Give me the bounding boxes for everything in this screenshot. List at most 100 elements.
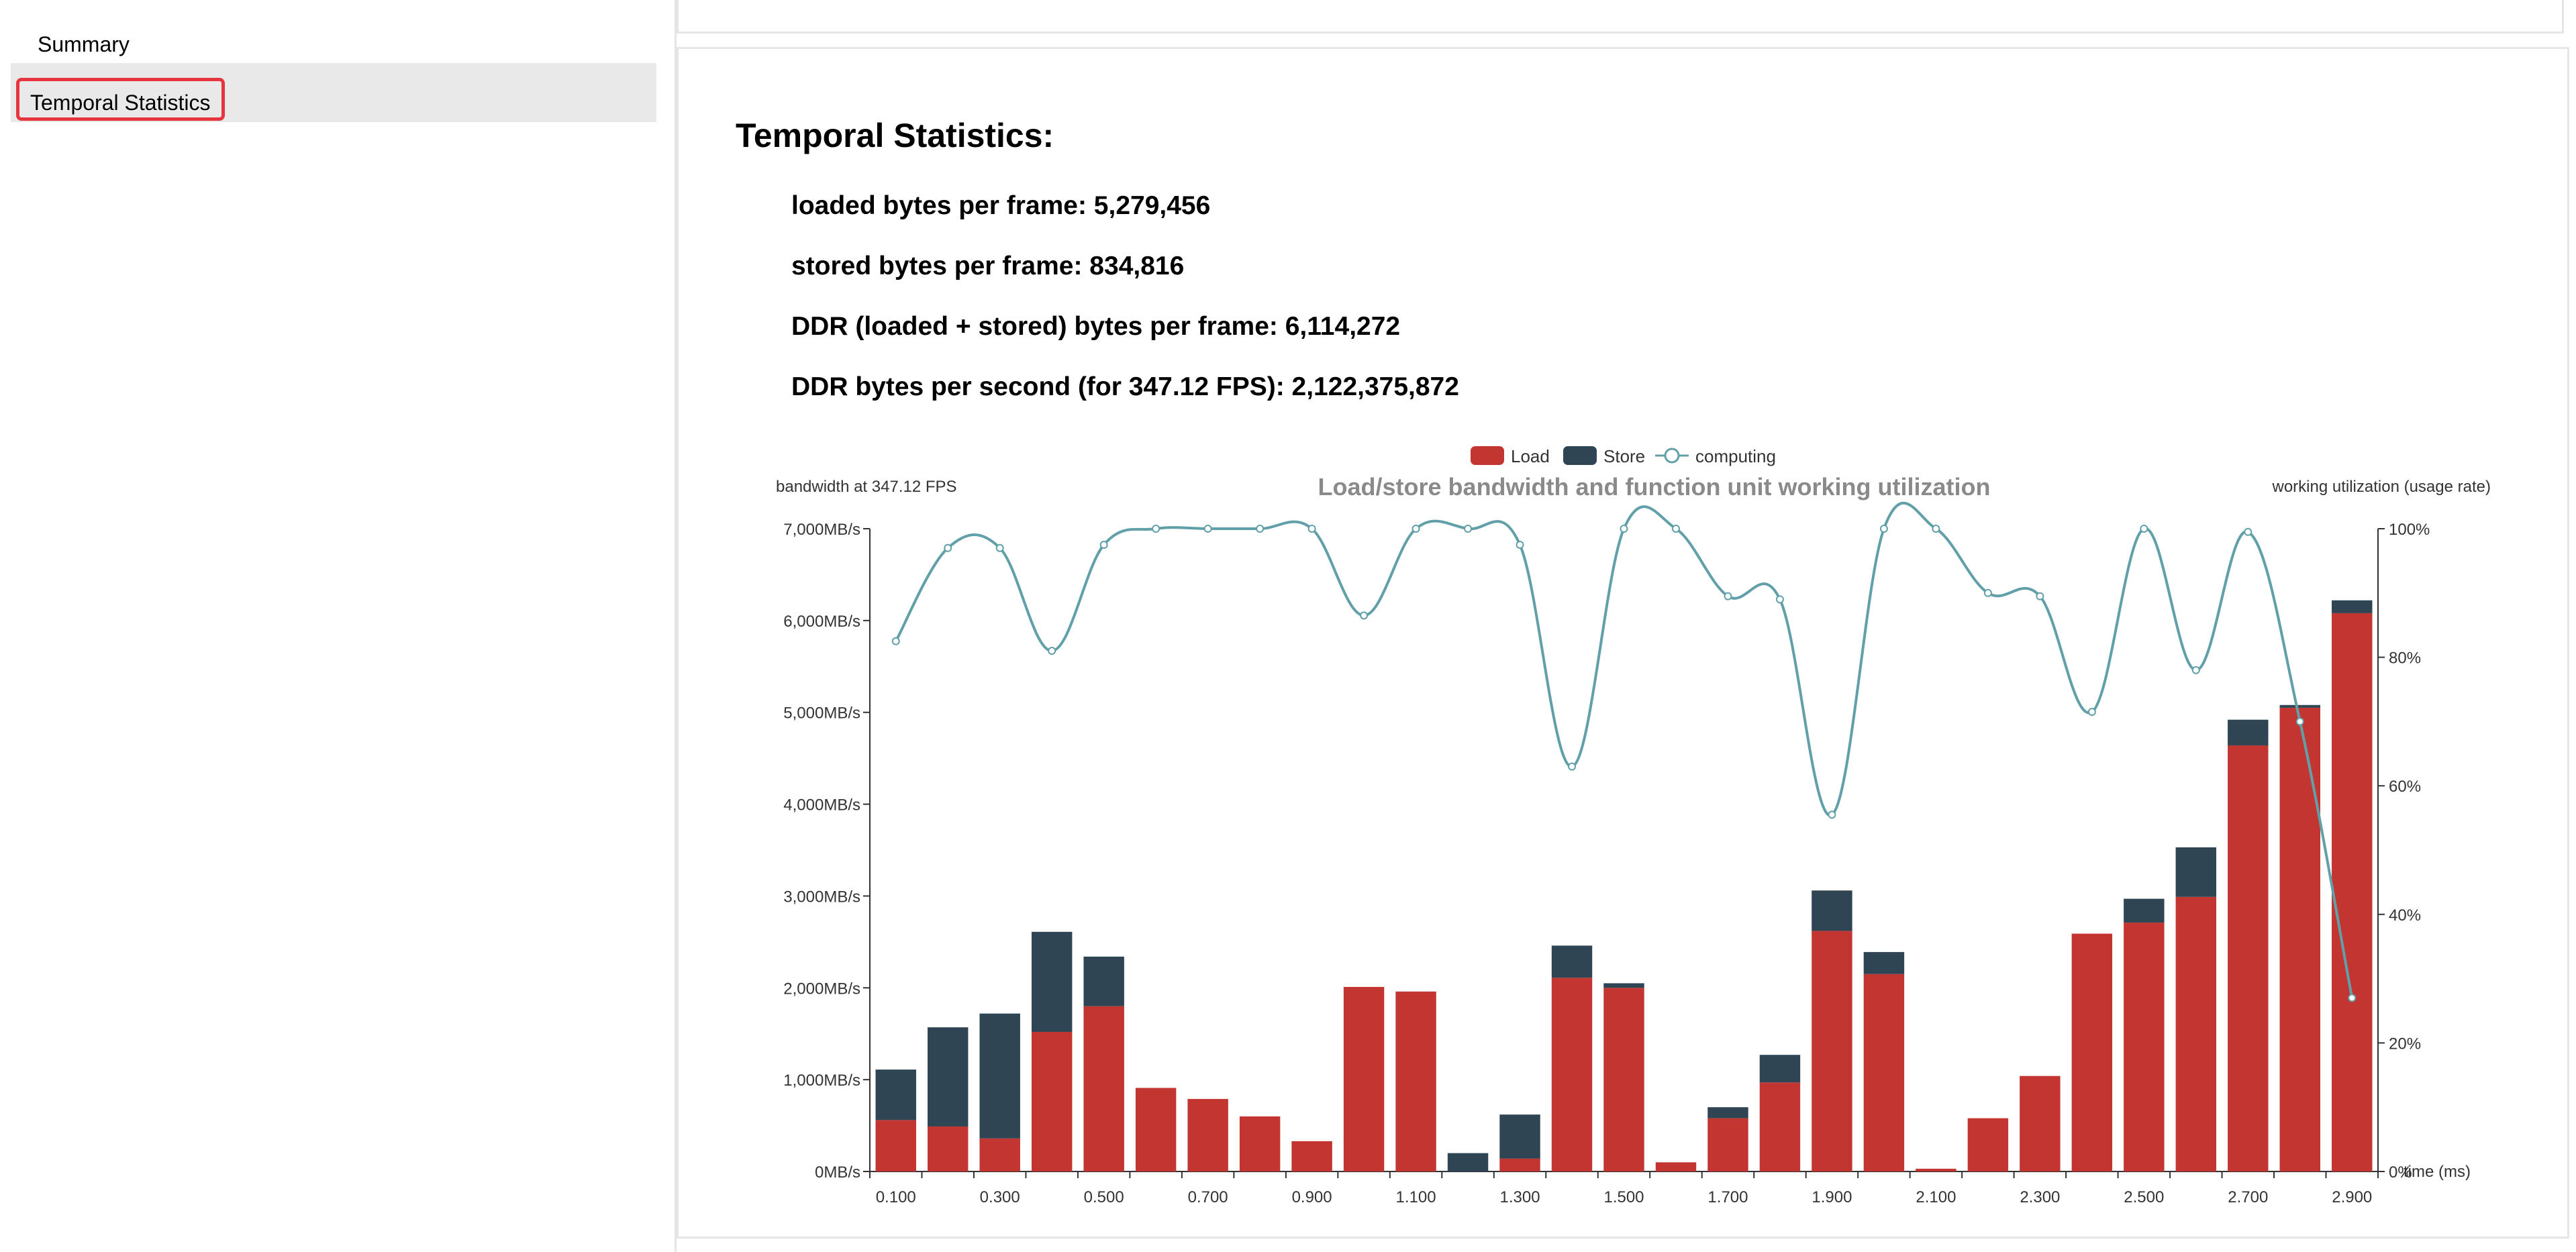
bar-load bbox=[2279, 707, 2320, 1171]
computing-point bbox=[1516, 540, 1524, 549]
computing-point bbox=[2140, 525, 2148, 533]
bandwidth-chart: Load/store bandwidth and function unit w… bbox=[776, 446, 2491, 1206]
legend-label-computing: computing bbox=[1695, 446, 1776, 466]
computing-point bbox=[1620, 525, 1628, 533]
legend-swatch-store bbox=[1563, 446, 1597, 465]
x-tick-label: 0.300 bbox=[980, 1188, 1020, 1206]
bar-store bbox=[1812, 890, 1852, 931]
computing-point bbox=[2348, 994, 2357, 1002]
right-y-tick-label: 100% bbox=[2389, 521, 2430, 539]
previous-section-panel bbox=[677, 0, 2564, 34]
bar-load bbox=[1135, 1088, 1177, 1171]
stat-loaded-bytes: loaded bytes per frame: 5,279,456 bbox=[791, 191, 1211, 220]
computing-point bbox=[1568, 762, 1577, 771]
x-axis-name: time (ms) bbox=[2404, 1163, 2471, 1181]
computing-point bbox=[1879, 525, 1888, 533]
x-tick-label: 1.500 bbox=[1603, 1188, 1644, 1206]
bar-store bbox=[1031, 931, 1073, 1032]
computing-point bbox=[1464, 525, 1473, 533]
bar-load bbox=[2124, 923, 2165, 1171]
legend-swatch-load bbox=[1471, 446, 1504, 465]
x-tick-label: 0.500 bbox=[1084, 1188, 1124, 1206]
computing-point bbox=[1307, 525, 1316, 533]
bar-load bbox=[1863, 974, 1905, 1171]
left-y-tick-label: 2,000MB/s bbox=[783, 980, 860, 998]
bar-load bbox=[1395, 991, 1436, 1171]
bar-load bbox=[1916, 1168, 1956, 1171]
x-tick-label: 1.300 bbox=[1500, 1188, 1540, 1206]
right-y-tick-label: 40% bbox=[2389, 906, 2421, 925]
x-tick-label: 2.300 bbox=[2020, 1188, 2060, 1206]
bar-load bbox=[1239, 1116, 1281, 1171]
section-title: Temporal Statistics: bbox=[736, 117, 1054, 154]
sidebar-item-label: Summary bbox=[38, 32, 130, 56]
stat-stored-bytes: stored bytes per frame: 834,816 bbox=[791, 252, 1185, 280]
bar-store bbox=[1447, 1153, 1489, 1171]
temporal-statistics-panel: Temporal Statistics: loaded bytes per fr… bbox=[677, 47, 2569, 1239]
computing-point bbox=[944, 543, 952, 552]
right-y-tick-label: 80% bbox=[2389, 649, 2421, 668]
bar-store bbox=[979, 1013, 1020, 1139]
left-y-tick-label: 1,000MB/s bbox=[783, 1072, 860, 1090]
computing-point bbox=[1203, 525, 1212, 533]
right-y-tick-label: 0% bbox=[2389, 1163, 2412, 1182]
bar-load bbox=[1812, 931, 1852, 1171]
bar-load bbox=[875, 1120, 916, 1171]
sidebar-item-temporal-statistics[interactable]: Temporal Statistics bbox=[11, 63, 656, 122]
bar-store bbox=[1707, 1107, 1748, 1118]
bar-store bbox=[1499, 1114, 1540, 1159]
bar-store bbox=[2228, 719, 2269, 745]
computing-point bbox=[1932, 525, 1940, 533]
bar-load bbox=[2228, 745, 2269, 1171]
computing-point bbox=[2244, 527, 2252, 536]
bar-store bbox=[2332, 600, 2373, 613]
x-tick-label: 0.900 bbox=[1292, 1188, 1332, 1206]
sidebar: Summary Temporal Statistics bbox=[0, 0, 677, 1252]
right-y-tick-label: 60% bbox=[2389, 778, 2421, 796]
bar-store bbox=[1083, 956, 1124, 1006]
legend-label-store: Store bbox=[1603, 446, 1645, 466]
computing-point bbox=[2191, 666, 2200, 674]
bar-load bbox=[1551, 978, 1593, 1171]
bar-store bbox=[1603, 983, 1644, 988]
x-tick-label: 2.700 bbox=[2228, 1188, 2268, 1206]
main-content: Temporal Statistics: loaded bytes per fr… bbox=[677, 0, 2576, 1252]
x-tick-label: 1.100 bbox=[1396, 1188, 1436, 1206]
x-tick-label: 1.700 bbox=[1707, 1188, 1748, 1206]
computing-point bbox=[995, 543, 1004, 552]
computing-point bbox=[1983, 588, 1992, 597]
x-tick-label: 0.700 bbox=[1188, 1188, 1228, 1206]
left-y-tick-label: 0MB/s bbox=[815, 1163, 860, 1182]
sidebar-item-summary[interactable]: Summary bbox=[11, 15, 656, 74]
bar-load bbox=[1759, 1082, 1801, 1171]
computing-point bbox=[1152, 525, 1160, 533]
bar-store bbox=[2175, 847, 2217, 897]
computing-point bbox=[1724, 592, 1732, 601]
bar-load bbox=[1343, 986, 1385, 1171]
stat-ddr-bytes-per-second: DDR bytes per second (for 347.12 FPS): 2… bbox=[791, 372, 1459, 401]
computing-point bbox=[1256, 525, 1265, 533]
chart-title: Load/store bandwidth and function unit w… bbox=[1318, 473, 1991, 501]
bar-load bbox=[1603, 988, 1644, 1171]
computing-point bbox=[2295, 717, 2304, 726]
bar-store bbox=[1551, 945, 1593, 978]
bar-load bbox=[2332, 613, 2373, 1171]
x-tick-label: 2.100 bbox=[1916, 1188, 1956, 1206]
x-tick-label: 2.500 bbox=[2124, 1188, 2164, 1206]
computing-line bbox=[894, 501, 2354, 998]
computing-point bbox=[1775, 595, 1784, 604]
computing-point bbox=[1360, 611, 1369, 620]
legend-label-load: Load bbox=[1511, 446, 1550, 466]
computing-point bbox=[1411, 525, 1420, 533]
left-axis-name: bandwidth at 347.12 FPS bbox=[776, 478, 957, 496]
x-tick-label: 0.100 bbox=[876, 1188, 916, 1206]
bar-store bbox=[1759, 1055, 1801, 1083]
legend-marker-computing bbox=[1664, 448, 1680, 464]
bar-load bbox=[1655, 1162, 1697, 1171]
computing-point bbox=[1048, 647, 1056, 656]
x-tick-label: 2.900 bbox=[2332, 1188, 2372, 1206]
bar-load bbox=[928, 1126, 969, 1171]
bar-load bbox=[1187, 1098, 1228, 1171]
right-axis-name: working utilization (usage rate) bbox=[2272, 478, 2491, 496]
computing-point bbox=[1828, 811, 1836, 819]
